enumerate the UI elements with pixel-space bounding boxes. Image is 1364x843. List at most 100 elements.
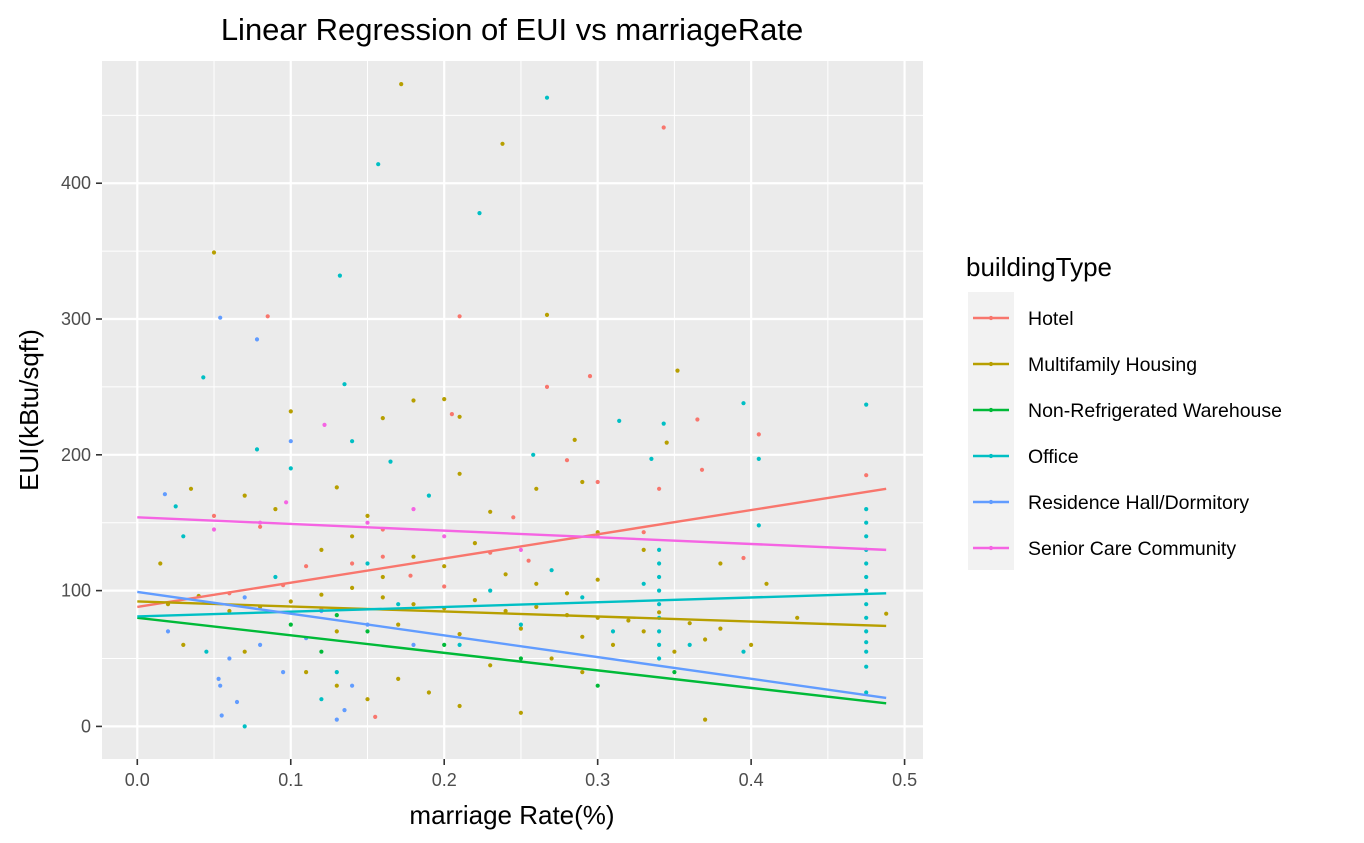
data-point <box>319 592 324 597</box>
data-point <box>864 561 869 566</box>
data-point <box>549 568 554 573</box>
data-point <box>580 595 585 600</box>
data-point <box>503 572 508 577</box>
data-point <box>284 500 289 505</box>
data-point <box>181 534 186 539</box>
legend-item: Residence Hall/Dormitory <box>973 492 1249 514</box>
data-point <box>864 402 869 407</box>
data-point <box>365 697 370 702</box>
data-point <box>457 414 462 419</box>
data-point <box>396 676 401 682</box>
data-point <box>580 479 585 485</box>
data-point <box>672 649 677 654</box>
data-point <box>756 523 761 528</box>
data-point <box>657 561 662 566</box>
legend: buildingType Hotel Multifamily Housing Non… <box>966 252 1282 570</box>
data-point <box>408 573 413 578</box>
x-tick-label: 0.2 <box>432 770 457 790</box>
data-point <box>457 471 462 476</box>
data-point <box>442 564 447 569</box>
data-point <box>580 634 585 639</box>
data-point <box>242 493 247 498</box>
data-point <box>572 437 577 442</box>
data-point <box>411 642 416 648</box>
x-axis-ticks: 0.0 0.1 0.2 0.3 0.4 0.5 <box>125 759 917 790</box>
data-point <box>442 584 447 589</box>
data-point <box>442 397 447 402</box>
data-point <box>703 717 708 722</box>
data-point <box>657 588 662 593</box>
data-point <box>288 409 293 414</box>
data-point <box>741 649 746 654</box>
data-point <box>472 598 477 603</box>
data-point <box>365 513 370 519</box>
data-point <box>350 439 355 444</box>
data-point <box>411 554 416 559</box>
data-point <box>488 588 493 593</box>
data-point <box>544 384 550 389</box>
data-point <box>657 629 662 634</box>
y-tick-label: 400 <box>61 173 91 193</box>
data-point <box>411 398 416 403</box>
data-point <box>273 507 278 512</box>
data-point <box>242 595 247 600</box>
data-point <box>337 273 342 278</box>
data-point <box>641 629 646 634</box>
data-point <box>564 591 570 596</box>
data-point <box>549 656 554 661</box>
data-point <box>242 724 247 729</box>
data-point <box>595 479 600 485</box>
data-point <box>218 683 223 688</box>
data-point <box>201 375 206 380</box>
data-point <box>380 416 385 421</box>
data-point <box>718 626 723 631</box>
legend-item: Multifamily Housing <box>973 354 1197 376</box>
data-point <box>365 561 370 566</box>
data-point <box>457 314 462 319</box>
data-point <box>288 439 293 444</box>
data-point <box>472 541 477 546</box>
data-point <box>373 714 378 720</box>
regression-line <box>137 616 887 705</box>
data-point <box>544 95 550 100</box>
data-point <box>641 530 646 535</box>
data-point <box>281 670 286 675</box>
data-point <box>216 676 221 682</box>
data-point <box>595 683 600 688</box>
data-point <box>162 492 167 497</box>
y-tick-label: 0 <box>81 716 91 736</box>
data-point <box>380 554 385 559</box>
data-point <box>411 507 416 512</box>
data-point <box>334 717 339 722</box>
legend-item: Office <box>973 446 1079 468</box>
legend-items: Hotel Multifamily Housing Non-Refrigerated… <box>973 308 1282 560</box>
x-tick-label: 0.5 <box>892 770 917 790</box>
data-point <box>227 608 232 614</box>
data-point <box>657 547 662 553</box>
plot-panel <box>102 61 923 759</box>
data-point <box>649 456 654 461</box>
data-point <box>675 368 680 373</box>
data-point <box>365 520 370 525</box>
data-point <box>258 642 263 648</box>
y-axis-title: EUI(kBtu/sqft) <box>14 329 44 491</box>
data-point <box>334 670 339 675</box>
data-point <box>396 602 401 607</box>
data-point <box>227 656 232 661</box>
data-point <box>641 581 646 586</box>
data-point <box>411 602 416 607</box>
legend-item: Hotel <box>973 308 1074 330</box>
data-point <box>242 649 247 654</box>
data-point <box>376 162 381 167</box>
data-point <box>657 642 662 648</box>
data-point <box>595 577 600 582</box>
data-point <box>657 486 662 491</box>
data-point <box>265 314 270 319</box>
data-point <box>518 710 524 715</box>
data-point <box>319 649 324 654</box>
legend-label: Residence Hall/Dormitory <box>1028 492 1249 514</box>
legend-label: Multifamily Housing <box>1028 354 1197 376</box>
y-tick-label: 200 <box>61 445 91 465</box>
legend-point-swatch <box>988 499 994 505</box>
data-point <box>334 629 339 634</box>
